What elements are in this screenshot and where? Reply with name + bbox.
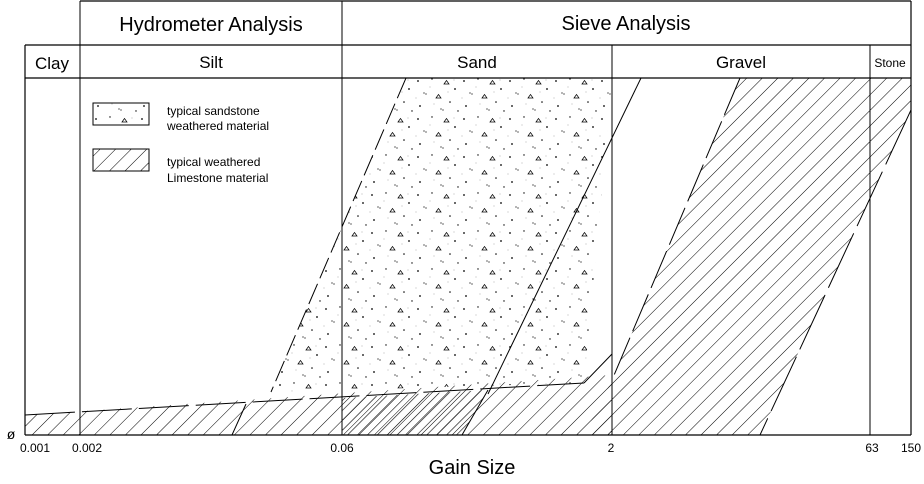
y-origin-label: ø bbox=[7, 426, 16, 442]
limestone-right-edge bbox=[759, 109, 911, 435]
limestone-left-edge bbox=[611, 78, 741, 381]
legend-limestone-line2: Limestone material bbox=[167, 171, 268, 185]
legend-swatch-sandstone bbox=[92, 102, 150, 126]
x-tick-2: 2 bbox=[608, 441, 615, 455]
x-tick-0.001: 0.001 bbox=[20, 441, 50, 455]
limestone-overlap bbox=[342, 390, 488, 435]
x-tick-63: 63 bbox=[865, 441, 879, 455]
sieve-analysis-title: Sieve Analysis bbox=[562, 13, 691, 35]
legend-sandstone-line2: weathered material bbox=[166, 119, 269, 133]
sandstone-right-edge bbox=[487, 78, 642, 395]
x-tick-150: 150 bbox=[901, 441, 921, 455]
sandstone-envelope bbox=[271, 78, 612, 392]
sandstone-bottom-link bbox=[583, 353, 613, 384]
column-clay: Clay bbox=[35, 54, 70, 73]
legend-limestone-line1: typical weathered bbox=[167, 155, 260, 169]
column-stone: Stone bbox=[874, 56, 906, 70]
column-silt: Silt bbox=[199, 53, 223, 72]
overlap-divider bbox=[461, 389, 489, 435]
legend-sandstone-line1: typical sandstone bbox=[167, 104, 260, 118]
limestone-envelope bbox=[584, 78, 911, 435]
x-tick-0.002: 0.002 bbox=[72, 441, 102, 455]
sandstone-left-edge bbox=[270, 78, 407, 393]
legend: typical sandstone weathered material typ… bbox=[92, 102, 269, 185]
x-tick-0.06: 0.06 bbox=[330, 441, 354, 455]
column-gravel: Gravel bbox=[716, 53, 766, 72]
x-axis-title: Gain Size bbox=[429, 457, 516, 479]
column-sand: Sand bbox=[457, 53, 497, 72]
legend-swatch-limestone bbox=[92, 148, 150, 172]
hydrometer-analysis-title: Hydrometer Analysis bbox=[119, 14, 302, 36]
band-divider bbox=[231, 403, 247, 435]
